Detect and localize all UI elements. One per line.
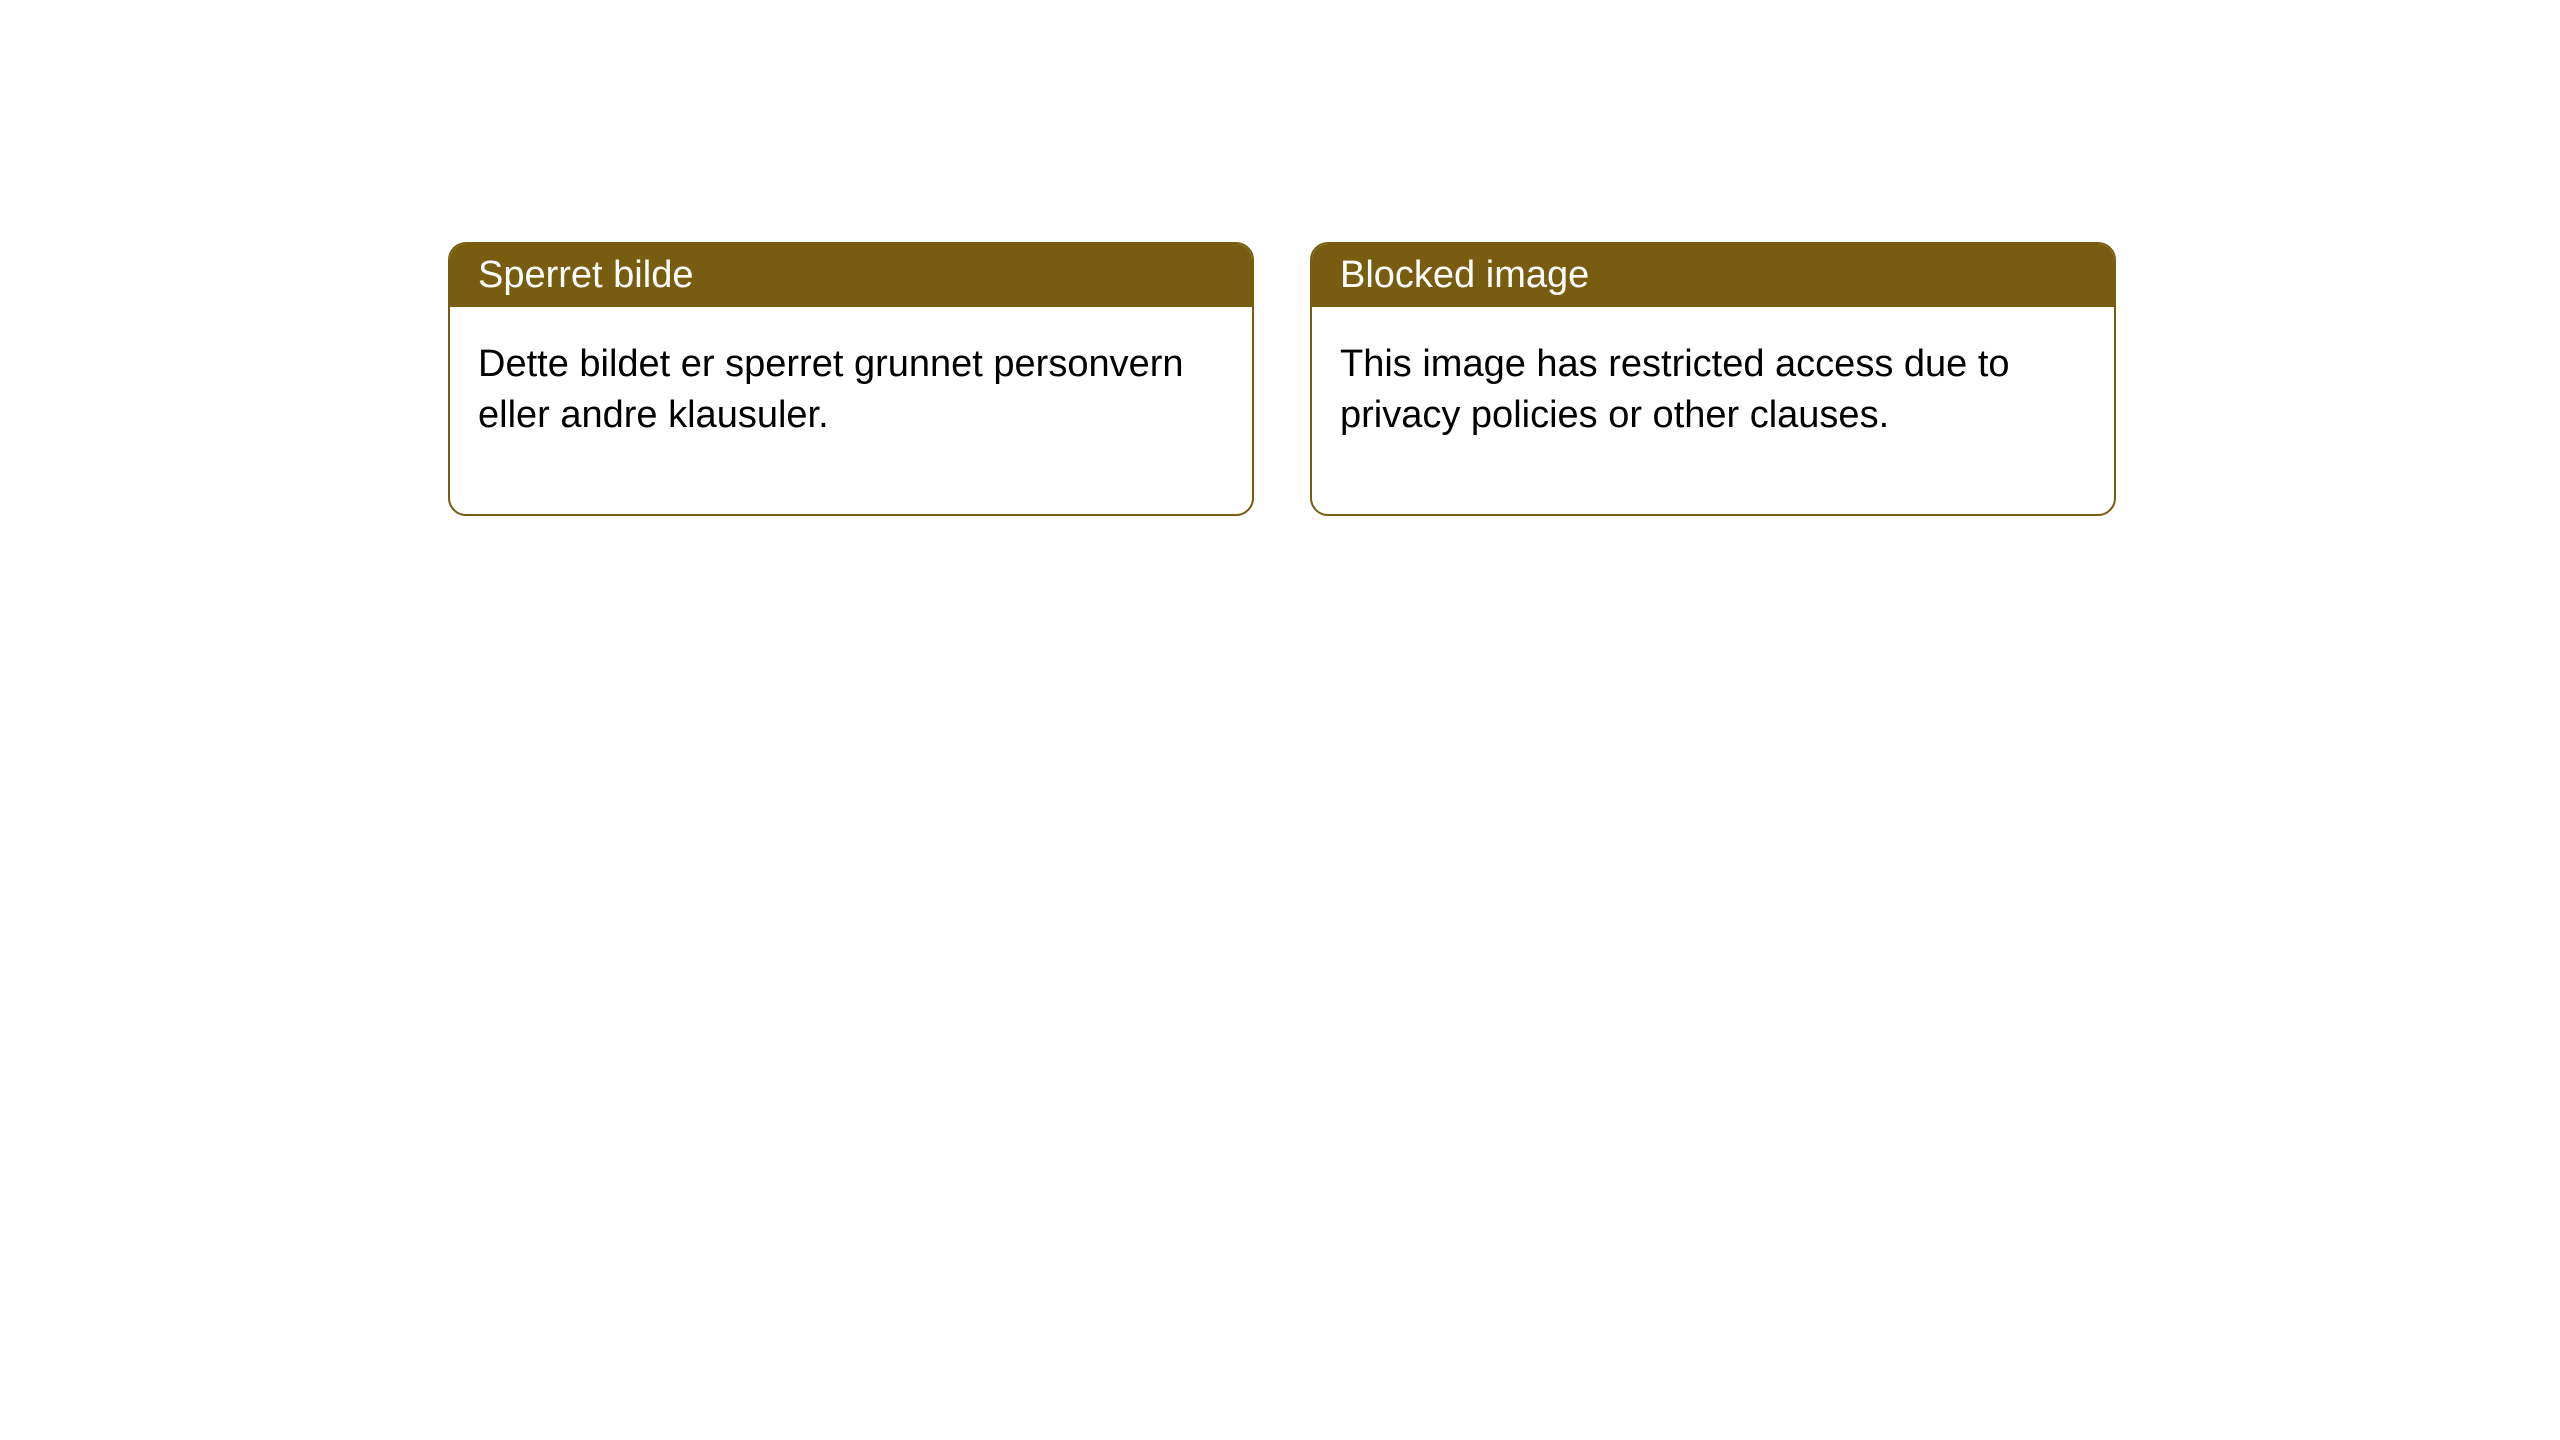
- notice-title-no: Sperret bilde: [450, 244, 1252, 307]
- notice-card-en: Blocked image This image has restricted …: [1310, 242, 2116, 516]
- notice-body-en: This image has restricted access due to …: [1312, 307, 2114, 514]
- notice-title-en: Blocked image: [1312, 244, 2114, 307]
- notice-container: Sperret bilde Dette bildet er sperret gr…: [448, 242, 2116, 516]
- notice-card-no: Sperret bilde Dette bildet er sperret gr…: [448, 242, 1254, 516]
- notice-body-no: Dette bildet er sperret grunnet personve…: [450, 307, 1252, 514]
